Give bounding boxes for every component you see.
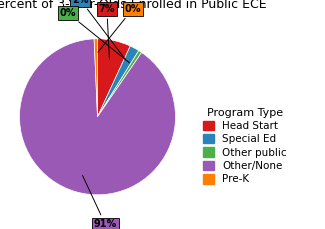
Text: 0%: 0% [98,4,141,52]
Text: 2%: 2% [72,0,125,60]
Text: 7%: 7% [98,4,115,59]
Wedge shape [20,39,176,195]
Wedge shape [98,39,130,117]
Text: 91%: 91% [83,176,117,229]
Wedge shape [98,51,142,117]
Wedge shape [98,46,139,117]
Wedge shape [94,39,98,117]
Legend: Head Start, Special Ed, Other public, Other/None, Pre-K: Head Start, Special Ed, Other public, Ot… [200,104,290,188]
Text: Percent of 3-Year-Olds Enrolled in Public ECE: Percent of 3-Year-Olds Enrolled in Publi… [0,0,267,11]
Text: 0%: 0% [59,8,129,63]
